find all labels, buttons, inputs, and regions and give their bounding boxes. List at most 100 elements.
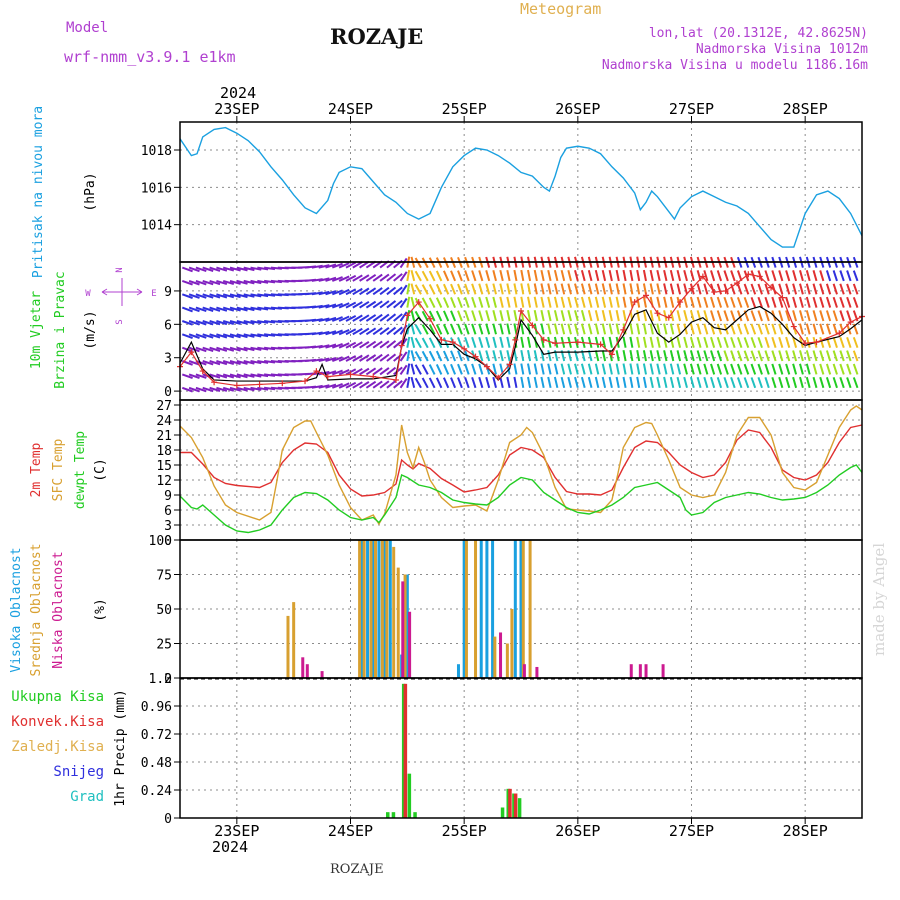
wind-arrow (852, 283, 859, 295)
wind-arrow (622, 376, 627, 388)
wind-arrow (386, 326, 397, 336)
wind-arrow (318, 317, 330, 322)
wind-arrow (792, 270, 798, 282)
y-tick-label: 0 (164, 534, 172, 549)
wind-arrow (819, 363, 825, 375)
wind-arrow (540, 363, 545, 375)
wind-gust-marker (506, 361, 513, 368)
wind-arrow (778, 296, 784, 308)
pressure-line (179, 126, 863, 248)
temp-unit: (C) (93, 458, 108, 481)
wind-arrow (485, 323, 491, 335)
wind-arrow (513, 350, 518, 362)
wind-arrow (656, 376, 661, 389)
wind-arrow (703, 296, 709, 308)
wind-arrow (406, 269, 411, 282)
wind-arrow (533, 310, 538, 322)
wind-arrow (478, 270, 484, 282)
wind-arrow (608, 283, 613, 295)
y-tick-label: 100 (149, 534, 172, 549)
wind-arrow (615, 323, 620, 335)
wind-arrow (393, 273, 403, 282)
wind-arrow (778, 310, 784, 322)
wind-arrow (216, 293, 228, 299)
wind-arrow (499, 376, 504, 389)
wind-arrow (553, 283, 559, 295)
cloud-bar (408, 611, 412, 678)
cloud-bar (522, 664, 526, 678)
wind-arrow (450, 323, 457, 335)
wind-arrow (352, 354, 363, 362)
wind-gust-marker (722, 287, 729, 294)
wind-gust-marker (302, 378, 309, 385)
wind-gust-marker (756, 273, 763, 280)
wind-arrow (527, 363, 532, 375)
watermark: made by Angel (870, 542, 888, 656)
wind-arrow (352, 287, 363, 296)
wind-arrow (393, 286, 403, 296)
wind-arrow (689, 310, 695, 322)
wind-arrow (825, 310, 832, 322)
wind-arrow (785, 296, 791, 308)
wind-arrow (527, 310, 532, 322)
wind-gust-marker (211, 379, 218, 386)
wind-arrow (839, 376, 845, 389)
wind-arrow (428, 350, 436, 362)
wind-arrow (716, 270, 723, 282)
wind-arrow (421, 297, 429, 309)
compass-arrows (101, 278, 143, 306)
wind-arrow (216, 320, 228, 326)
wind-arrow (359, 274, 370, 282)
wind-arrow (629, 376, 634, 388)
wind-arrow (764, 310, 770, 322)
wind-arrow (723, 350, 729, 362)
wind-arrow (703, 363, 709, 375)
wind-arrow (636, 363, 641, 375)
wind-arrow (852, 270, 859, 282)
wind-arrow (457, 296, 463, 308)
cloud-bar (405, 574, 409, 678)
wind-speed-line (179, 305, 863, 382)
wind-arrow (257, 306, 269, 311)
wind-arrow (442, 377, 450, 389)
wind-arrow (805, 296, 811, 308)
wind-gust-marker (779, 294, 786, 301)
wind-arrow (839, 310, 845, 322)
y-tick-label: 12 (156, 474, 172, 489)
wind-arrow (757, 350, 763, 362)
wind-arrow (414, 377, 422, 389)
wind-gust-marker (398, 342, 405, 349)
wind-arrow (716, 350, 723, 362)
precip-legend-3: Snijeg (53, 764, 104, 780)
wind-arrow (243, 333, 255, 338)
wind-arrow (410, 336, 416, 348)
wind-arrow (243, 293, 255, 298)
cloud-bar (320, 671, 324, 678)
wind-gust-marker (472, 353, 479, 360)
wind-gust-marker (392, 376, 399, 383)
wind-arrow (188, 333, 200, 339)
wind-arrow (464, 336, 470, 349)
wind-arrow (736, 310, 743, 322)
wind-arrow (506, 376, 511, 389)
wind-arrow (642, 323, 647, 335)
wind-gust-marker (552, 340, 559, 347)
wind-arrow (421, 350, 429, 362)
wind-arrow (318, 384, 330, 389)
wind-arrow (222, 293, 235, 299)
wind-arrow (379, 273, 390, 282)
wind-arrow (345, 301, 357, 309)
wind-arrow (181, 293, 193, 299)
wind-arrow (365, 354, 377, 362)
wind-arrow (359, 341, 370, 349)
wind-arrow (730, 350, 736, 362)
cloud-bar (358, 540, 362, 678)
wind-arrow (799, 376, 804, 389)
wind-arrow (736, 336, 743, 349)
y-tick-label: 0.48 (141, 756, 172, 771)
wind-arrow (547, 309, 552, 322)
wind-arrow (359, 367, 370, 376)
wind-arrow (716, 376, 723, 389)
wind-arrow (195, 320, 207, 326)
cloud-bar (528, 540, 532, 678)
